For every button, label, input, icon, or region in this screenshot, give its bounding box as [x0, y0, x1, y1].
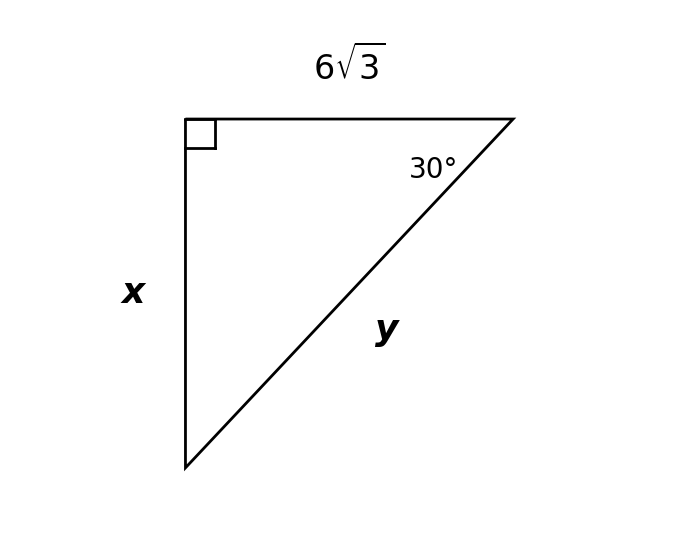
Text: $6\sqrt{3}$: $6\sqrt{3}$	[313, 45, 386, 88]
Text: x: x	[121, 277, 144, 310]
Text: 30°: 30°	[409, 156, 458, 184]
Text: y: y	[374, 313, 398, 348]
